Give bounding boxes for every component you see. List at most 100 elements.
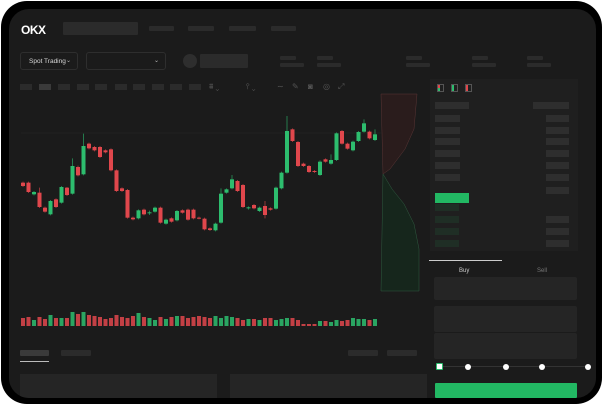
ask-row-size[interactable]: [546, 115, 569, 122]
nav-item[interactable]: [188, 26, 214, 31]
timeframe-button[interactable]: [115, 84, 127, 90]
nav-item[interactable]: [271, 26, 296, 31]
leverage-slider-track[interactable]: [440, 366, 588, 367]
slider-stop[interactable]: [465, 364, 471, 370]
candle-body: [131, 217, 135, 220]
candle-body: [98, 147, 102, 157]
pair-dropdown[interactable]: ⌄: [86, 52, 166, 70]
bid-row-price[interactable]: [435, 216, 459, 223]
app-screen: OKX Spot Trading ⌄ ⌄ ⩩ ⌄ ⫯ ⌄ ∼ ✎ ◙ ◎ ⤢ B…: [9, 9, 596, 398]
candle-body: [147, 212, 152, 214]
ask-row-price[interactable]: [435, 174, 460, 181]
candle-body: [54, 199, 58, 207]
ask-row-price[interactable]: [435, 127, 460, 134]
ask-row-size[interactable]: [546, 162, 569, 169]
leverage-slider-handle[interactable]: [436, 363, 443, 370]
candle-body: [92, 147, 97, 151]
stat-value: [472, 63, 496, 67]
slider-stop[interactable]: [585, 364, 591, 370]
volume-bar: [208, 318, 212, 326]
tab-order-history[interactable]: [61, 350, 91, 356]
price-input[interactable]: [434, 277, 577, 300]
orders-card: [20, 374, 217, 398]
ask-row-price[interactable]: [435, 138, 460, 145]
candle-body: [208, 228, 212, 230]
candle-body: [296, 142, 300, 166]
sell-tab[interactable]: Sell: [537, 268, 548, 274]
volume-bar: [26, 317, 31, 326]
pencil-icon[interactable]: ✎: [292, 82, 299, 91]
orderbook-header[interactable]: [435, 102, 469, 109]
amount-input[interactable]: [434, 306, 577, 332]
volume-bar: [356, 319, 361, 326]
stat-label: [280, 56, 296, 60]
candle-body: [290, 129, 295, 141]
ask-row-size[interactable]: [546, 138, 569, 145]
volume-bar: [164, 319, 168, 326]
market-type-dropdown[interactable]: Spot Trading ⌄: [20, 52, 78, 70]
candle-body: [219, 193, 223, 223]
timeframe-button[interactable]: [170, 84, 182, 90]
ask-row-size[interactable]: [546, 127, 569, 134]
bid-row-price[interactable]: [435, 204, 459, 211]
timeframe-button[interactable]: [152, 84, 164, 90]
slider-stop[interactable]: [539, 364, 545, 370]
candle-body: [301, 163, 306, 166]
candle-body: [241, 185, 245, 207]
filter-button[interactable]: [348, 350, 378, 356]
bid-row-size[interactable]: [546, 228, 569, 235]
timeframe-button[interactable]: [189, 84, 201, 90]
orderbook-header[interactable]: [533, 102, 569, 109]
candle-body: [70, 166, 75, 194]
timeframe-button[interactable]: [58, 84, 70, 90]
volume-bar: [191, 317, 196, 326]
timeframe-button[interactable]: [77, 84, 89, 90]
nav-item[interactable]: [229, 26, 256, 31]
bid-row-price[interactable]: [435, 240, 459, 247]
nav-item[interactable]: [149, 26, 174, 31]
slider-stop[interactable]: [503, 364, 509, 370]
timeframe-button[interactable]: [39, 84, 51, 90]
settings-icon[interactable]: ◎: [323, 82, 330, 91]
bid-row-size[interactable]: [546, 216, 569, 223]
volume-bar: [241, 320, 245, 326]
timeframe-button[interactable]: [20, 84, 32, 90]
tab-open-orders[interactable]: [20, 350, 49, 356]
okx-logo[interactable]: OKX: [21, 23, 46, 37]
fullscreen-icon[interactable]: ⤢: [338, 82, 345, 91]
camera-icon[interactable]: ◙: [308, 82, 313, 91]
orderbook-asks-icon[interactable]: [465, 84, 472, 92]
stat-label: [472, 56, 488, 60]
volume-bar: [120, 317, 124, 326]
volume-bar: [340, 321, 344, 326]
volume-bar: [186, 318, 190, 326]
ask-row-price[interactable]: [435, 162, 460, 169]
ask-row-price[interactable]: [435, 150, 460, 157]
bid-row-size[interactable]: [546, 240, 569, 247]
line-icon[interactable]: ∼: [277, 82, 284, 91]
candle-body: [87, 143, 91, 149]
search-bar[interactable]: [63, 22, 138, 35]
volume-bar: [235, 318, 240, 326]
candlestick-chart[interactable]: [9, 9, 596, 398]
timeframe-button[interactable]: [133, 84, 145, 90]
total-input[interactable]: [434, 333, 577, 359]
ask-row-size[interactable]: [546, 187, 569, 194]
chart-type-icon[interactable]: ⩩ ⌄: [209, 82, 220, 91]
orderbook-bids-icon[interactable]: [451, 84, 458, 92]
timeframe-button[interactable]: [95, 84, 107, 90]
bid-row-price[interactable]: [435, 228, 459, 235]
volume-bar: [48, 315, 53, 326]
ask-row-size[interactable]: [546, 174, 569, 181]
filter-button[interactable]: [387, 350, 417, 356]
orderbook-both-icon[interactable]: [437, 84, 444, 92]
volume-bar: [224, 316, 229, 326]
candle-body: [373, 134, 377, 140]
ask-row-size[interactable]: [546, 150, 569, 157]
chevron-down-icon: ⌄: [65, 58, 71, 64]
buy-tab[interactable]: Buy: [459, 268, 470, 274]
buy-button[interactable]: [435, 383, 577, 398]
candle-body: [153, 207, 157, 212]
ask-row-price[interactable]: [435, 115, 460, 122]
indicator-icon[interactable]: ⫯ ⌄: [246, 82, 256, 91]
